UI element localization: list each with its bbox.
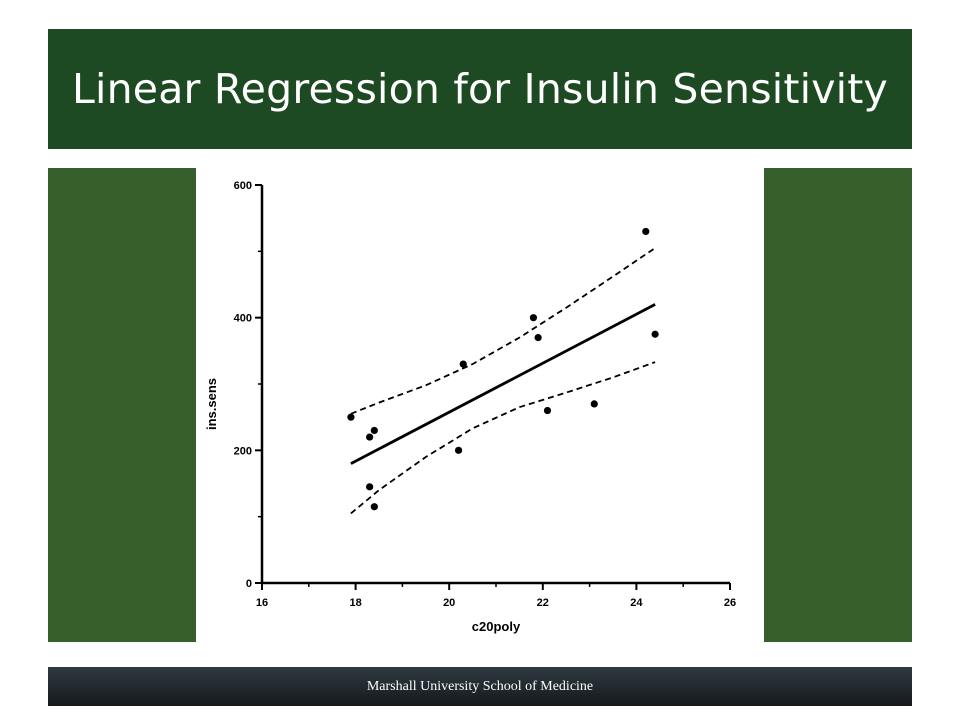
- data-point: [454, 446, 463, 454]
- data-point: [347, 413, 355, 421]
- slide-title: Linear Regression for Insulin Sensitivit…: [71, 65, 889, 113]
- y-axis-label: ins.sens: [204, 378, 219, 430]
- data-point: [590, 400, 598, 408]
- footer-bar: Marshall University School of Medicine: [48, 667, 912, 706]
- data-point: [370, 426, 378, 435]
- x-tick-label: 20: [443, 597, 455, 609]
- data-point: [370, 503, 378, 511]
- axes: 0 200 400 600 16 18 20 22 24 26: [234, 180, 736, 609]
- x-tick-label: 24: [630, 597, 643, 609]
- title-bar: Linear Regression for Insulin Sensitivit…: [48, 29, 912, 149]
- y-tick-label: 0: [246, 578, 252, 590]
- data-point: [529, 314, 538, 322]
- x-axis-label: c20poly: [472, 619, 521, 634]
- x-tick-label: 18: [349, 597, 361, 609]
- data-point: [459, 360, 467, 368]
- data-point: [543, 406, 552, 415]
- regression-line-group: [350, 303, 656, 465]
- x-tick-label: 16: [256, 597, 268, 609]
- x-tick-label: 26: [724, 597, 736, 609]
- lower-confidence-curve: [350, 361, 656, 515]
- data-point: [366, 483, 374, 491]
- y-tick-label: 600: [234, 180, 252, 192]
- data-point: [366, 433, 374, 441]
- data-points: [347, 227, 659, 511]
- scatter-chart: 0 200 400 600 16 18 20 22 24 26 c20poly ins.sens: [204, 180, 736, 634]
- y-tick-label: 400: [234, 313, 252, 325]
- chart-panel: 0 200 400 600 16 18 20 22 24 26 c20poly ins.sens: [196, 168, 764, 642]
- data-point: [651, 330, 659, 338]
- x-tick-label: 22: [537, 597, 549, 609]
- data-point: [642, 227, 650, 236]
- confidence-band: [350, 247, 656, 515]
- upper-confidence-curve: [350, 247, 656, 415]
- footer-text: Marshall University School of Medicine: [366, 678, 594, 694]
- data-point: [534, 333, 542, 342]
- regression-line: [350, 303, 656, 465]
- y-tick-label: 200: [234, 445, 252, 457]
